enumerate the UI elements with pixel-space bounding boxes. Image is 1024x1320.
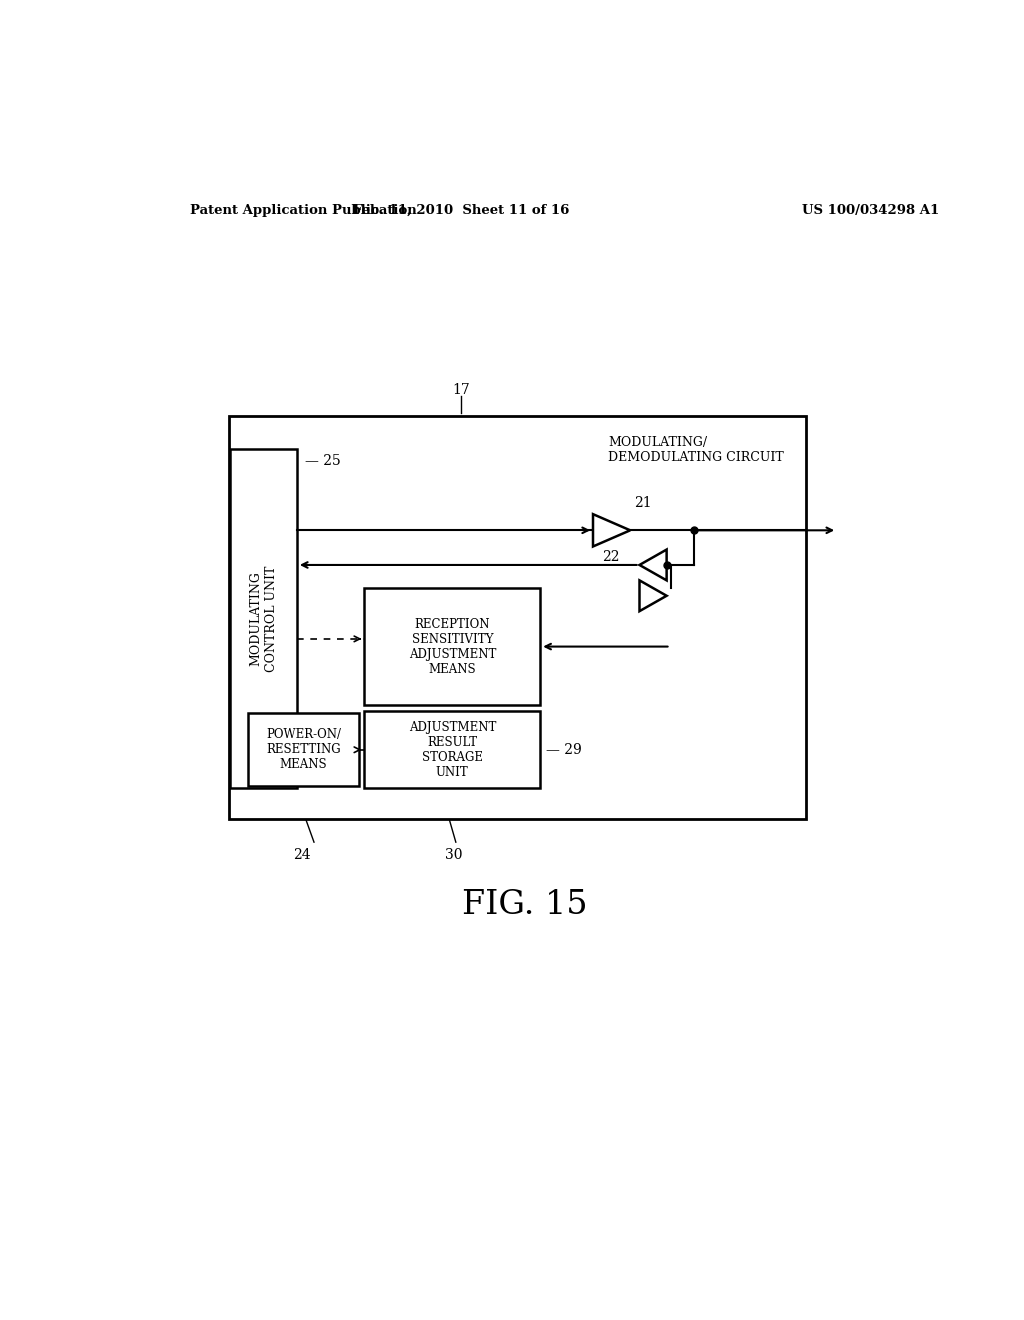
Text: 22: 22 [602, 550, 620, 564]
Text: MODULATING/
DEMODULATING CIRCUIT: MODULATING/ DEMODULATING CIRCUIT [608, 436, 784, 463]
Text: FIG. 15: FIG. 15 [462, 890, 588, 921]
Bar [248, 713, 359, 785]
Bar [365, 711, 541, 788]
Text: Patent Application Publication: Patent Application Publication [190, 205, 417, 218]
Text: 24: 24 [294, 849, 311, 862]
Text: 21: 21 [634, 496, 651, 511]
Text: MODULATING
CONTROL UNIT: MODULATING CONTROL UNIT [250, 566, 278, 672]
Polygon shape [640, 581, 667, 611]
Text: US 100/034298 A1: US 100/034298 A1 [802, 205, 939, 218]
Bar [365, 589, 541, 705]
Polygon shape [593, 515, 630, 546]
Text: ADJUSTMENT
RESULT
STORAGE
UNIT: ADJUSTMENT RESULT STORAGE UNIT [409, 721, 496, 779]
Text: Feb. 11, 2010  Sheet 11 of 16: Feb. 11, 2010 Sheet 11 of 16 [353, 205, 569, 218]
Bar [230, 449, 297, 788]
Polygon shape [640, 549, 667, 581]
Text: RECEPTION
SENSITIVITY
ADJUSTMENT
MEANS: RECEPTION SENSITIVITY ADJUSTMENT MEANS [409, 618, 496, 676]
Text: — 29: — 29 [547, 743, 583, 756]
Text: POWER-ON/
RESETTING
MEANS: POWER-ON/ RESETTING MEANS [266, 727, 341, 771]
Text: 30: 30 [444, 849, 462, 862]
Text: — 25: — 25 [305, 454, 340, 469]
Text: 17: 17 [453, 383, 470, 397]
Bar [228, 416, 806, 818]
